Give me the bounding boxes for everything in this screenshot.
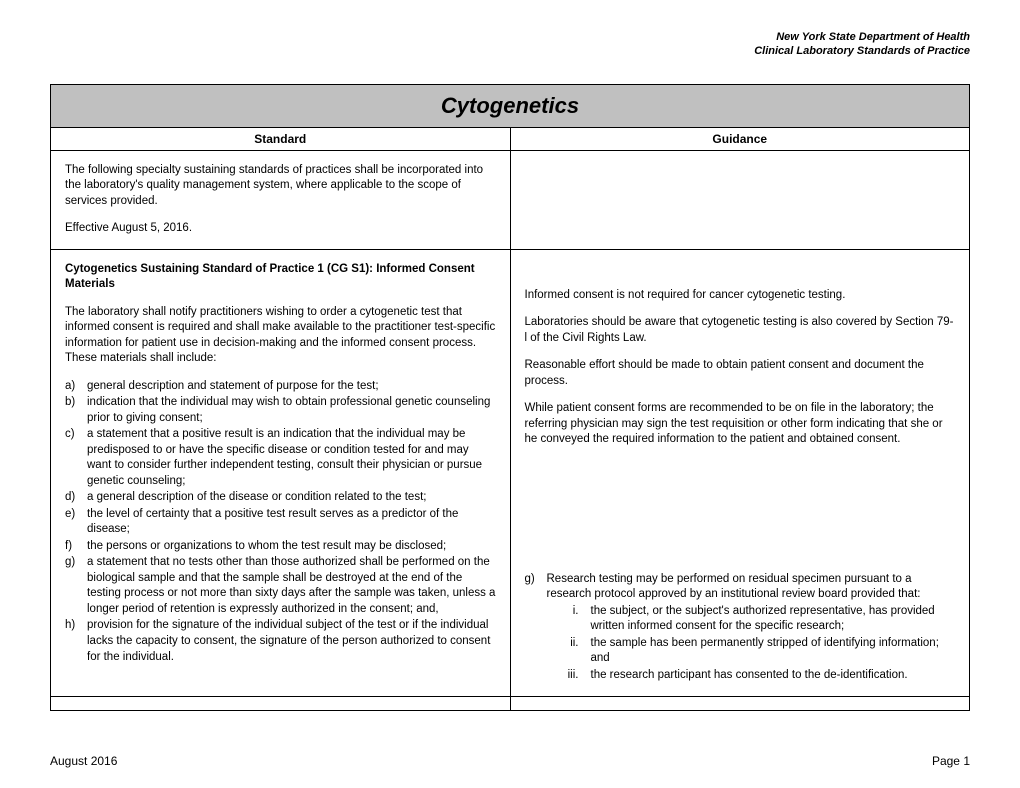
header-line2: Clinical Laboratory Standards of Practic… bbox=[50, 44, 970, 58]
col-header-standard: Standard bbox=[51, 127, 511, 150]
list-item-a: a) general description and statement of … bbox=[65, 379, 496, 395]
header-line1: New York State Department of Health bbox=[50, 30, 970, 44]
nested-ii: ii. the sample has been permanently stri… bbox=[557, 636, 956, 667]
col-header-guidance: Guidance bbox=[510, 127, 970, 150]
guidance-g-item: g) Research testing may be performed on … bbox=[525, 572, 956, 603]
column-header-row: Standard Guidance bbox=[51, 127, 970, 150]
nested-marker-iii: iii. bbox=[557, 668, 591, 684]
footer-right: Page 1 bbox=[932, 754, 970, 768]
guidance-p3: Reasonable effort should be made to obta… bbox=[525, 358, 956, 389]
text-g: a statement that no tests other than tho… bbox=[87, 555, 496, 617]
nested-text-ii: the sample has been permanently stripped… bbox=[591, 636, 956, 667]
nested-text-iii: the research participant has consented t… bbox=[591, 668, 956, 684]
guidance-g-text: Research testing may be performed on res… bbox=[547, 572, 956, 603]
standards-table: Cytogenetics Standard Guidance The follo… bbox=[50, 84, 970, 712]
guidance-p2: Laboratories should be aware that cytoge… bbox=[525, 315, 956, 346]
standard1-desc: The laboratory shall notify practitioner… bbox=[65, 305, 496, 367]
list-item-c: c) a statement that a positive result is… bbox=[65, 427, 496, 489]
intro-text: The following specialty sustaining stand… bbox=[65, 163, 496, 210]
nested-marker-ii: ii. bbox=[557, 636, 591, 667]
list-item-f: f) the persons or organizations to whom … bbox=[65, 539, 496, 555]
intro-guidance-cell bbox=[510, 150, 970, 249]
guidance-g-block: g) Research testing may be performed on … bbox=[525, 572, 956, 684]
title-row: Cytogenetics bbox=[51, 84, 970, 127]
intro-row: The following specialty sustaining stand… bbox=[51, 150, 970, 249]
guidance1-cell: Informed consent is not required for can… bbox=[510, 249, 970, 697]
table-title: Cytogenetics bbox=[51, 84, 970, 127]
text-c: a statement that a positive result is an… bbox=[87, 427, 496, 489]
text-h: provision for the signature of the indiv… bbox=[87, 618, 496, 665]
text-a: general description and statement of pur… bbox=[87, 379, 496, 395]
standard1-row: Cytogenetics Sustaining Standard of Prac… bbox=[51, 249, 970, 697]
list-item-h: h) provision for the signature of the in… bbox=[65, 618, 496, 665]
marker-g: g) bbox=[65, 555, 87, 617]
text-b: indication that the individual may wish … bbox=[87, 395, 496, 426]
standard1-cell: Cytogenetics Sustaining Standard of Prac… bbox=[51, 249, 511, 697]
marker-a: a) bbox=[65, 379, 87, 395]
list-item-e: e) the level of certainty that a positiv… bbox=[65, 507, 496, 538]
empty-row bbox=[51, 697, 970, 711]
footer-left: August 2016 bbox=[50, 754, 117, 768]
marker-h: h) bbox=[65, 618, 87, 665]
text-f: the persons or organizations to whom the… bbox=[87, 539, 496, 555]
intro-standard-cell: The following specialty sustaining stand… bbox=[51, 150, 511, 249]
guidance-nested-list: i. the subject, or the subject's authori… bbox=[525, 604, 956, 684]
text-d: a general description of the disease or … bbox=[87, 490, 496, 506]
list-item-b: b) indication that the individual may wi… bbox=[65, 395, 496, 426]
marker-f: f) bbox=[65, 539, 87, 555]
nested-i: i. the subject, or the subject's authori… bbox=[557, 604, 956, 635]
guidance-g-marker: g) bbox=[525, 572, 547, 603]
empty-cell-2 bbox=[510, 697, 970, 711]
nested-marker-i: i. bbox=[557, 604, 591, 635]
nested-text-i: the subject, or the subject's authorized… bbox=[591, 604, 956, 635]
document-header: New York State Department of Health Clin… bbox=[50, 30, 970, 59]
list-item-d: d) a general description of the disease … bbox=[65, 490, 496, 506]
marker-e: e) bbox=[65, 507, 87, 538]
effective-date: Effective August 5, 2016. bbox=[65, 221, 496, 237]
standard1-title: Cytogenetics Sustaining Standard of Prac… bbox=[65, 262, 496, 293]
list-item-g: g) a statement that no tests other than … bbox=[65, 555, 496, 617]
marker-c: c) bbox=[65, 427, 87, 489]
page-footer: August 2016 Page 1 bbox=[50, 754, 970, 768]
guidance-p4: While patient consent forms are recommen… bbox=[525, 401, 956, 448]
marker-d: d) bbox=[65, 490, 87, 506]
guidance-p1: Informed consent is not required for can… bbox=[525, 288, 956, 304]
marker-b: b) bbox=[65, 395, 87, 426]
standard1-list: a) general description and statement of … bbox=[65, 379, 496, 665]
empty-cell-1 bbox=[51, 697, 511, 711]
nested-iii: iii. the research participant has consen… bbox=[557, 668, 956, 684]
text-e: the level of certainty that a positive t… bbox=[87, 507, 496, 538]
